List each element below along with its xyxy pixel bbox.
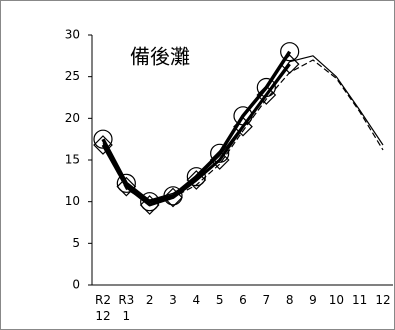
y-tick-label: 25 [65, 69, 80, 83]
x-tick-label: R3 1 [118, 293, 135, 323]
marker [116, 173, 136, 193]
x-tick-label: 5 [215, 293, 224, 307]
series-line [101, 50, 292, 204]
marker [186, 167, 206, 187]
marker [256, 85, 277, 105]
y-tick-label: 0 [72, 278, 80, 292]
x-tick-label: 2 [145, 293, 154, 307]
series-line [102, 59, 384, 204]
y-tick-label: 5 [72, 236, 80, 250]
y-tick-label: 15 [65, 153, 80, 167]
marker [186, 170, 207, 190]
x-tick-label: 3 [169, 293, 177, 307]
x-tick-label: 8 [285, 293, 294, 307]
marker [140, 192, 160, 212]
x-tick-label: 9 [309, 293, 317, 307]
marker [280, 42, 300, 62]
series-line [101, 63, 291, 207]
y-tick-label: 10 [65, 194, 80, 208]
marker [233, 106, 253, 126]
marker [163, 186, 183, 206]
chart-title: 備後灘 [130, 45, 190, 69]
y-tick-label: 20 [65, 111, 80, 125]
marker [116, 176, 137, 197]
marker [163, 187, 183, 208]
marker [93, 129, 113, 149]
marker [210, 143, 230, 163]
marker [139, 195, 160, 215]
marker [93, 135, 113, 155]
x-tick-label: R2 12 [95, 293, 111, 323]
x-tick-label: 6 [239, 293, 247, 307]
y-tick-label: 30 [65, 28, 80, 42]
x-tick-label: 7 [262, 293, 271, 307]
x-tick-label: 11 [352, 293, 368, 307]
x-tick-label: 10 [328, 293, 344, 307]
x-tick-label: 4 [192, 293, 201, 307]
marker [256, 77, 276, 98]
x-tick-label: 12 [375, 293, 391, 307]
